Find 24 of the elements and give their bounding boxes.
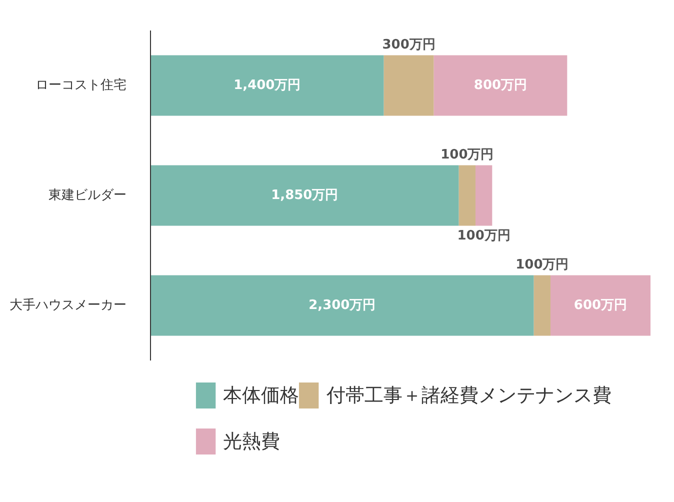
bar — [534, 275, 550, 336]
data-label: 800万円 — [474, 78, 528, 93]
data-label: 300万円 — [382, 38, 436, 52]
data-label: 1,850万円 — [271, 188, 338, 203]
bar — [150, 275, 534, 336]
bar — [458, 165, 476, 226]
bar — [150, 165, 459, 226]
legend-label: 付帯工事＋諸経費メンテナンス費 — [325, 384, 612, 406]
bar — [384, 55, 434, 116]
bar — [434, 55, 568, 116]
y-tick-label: 東建ビルダー — [48, 188, 126, 203]
data-label: 1,400万円 — [234, 78, 301, 93]
data-label: 2,300万円 — [308, 298, 376, 313]
data-label: 100万円 — [457, 228, 510, 244]
bar — [476, 165, 492, 226]
y-tick-label: ローコスト住宅 — [36, 77, 126, 93]
data-label: 100万円 — [516, 258, 569, 272]
data-label: 100万円 — [440, 148, 494, 162]
legend-label: 光熱費 — [223, 430, 280, 452]
y-tick-label: 大手ハウスメーカー — [10, 298, 126, 313]
bar — [150, 55, 384, 116]
bar — [550, 275, 650, 336]
data-label: 600万円 — [574, 298, 628, 313]
legend-label: 本体価格 — [223, 384, 300, 406]
